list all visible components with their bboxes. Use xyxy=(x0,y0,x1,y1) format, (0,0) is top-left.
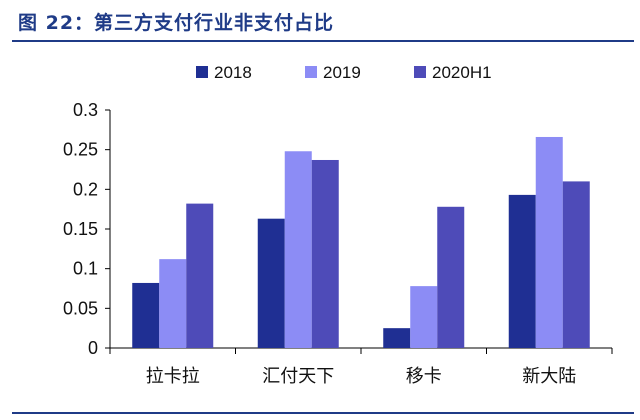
figure-title: 图 22：第三方支付行业非支付占比 xyxy=(18,12,335,34)
bar xyxy=(383,328,411,348)
legend: 2018 2019 2020H1 xyxy=(196,63,492,82)
bars xyxy=(132,136,590,348)
x-category-label: 拉卡拉 xyxy=(146,366,200,387)
bar xyxy=(132,282,160,348)
bar xyxy=(284,151,312,348)
y-tick-label: 0 xyxy=(88,338,98,358)
legend-swatch xyxy=(414,66,426,78)
y-tick-label: 0.25 xyxy=(63,140,98,160)
bar xyxy=(257,218,285,348)
y-tick-label: 0.1 xyxy=(73,259,98,279)
y-tick-label: 0.3 xyxy=(73,100,98,120)
x-category-label: 移卡 xyxy=(406,366,442,387)
bar xyxy=(535,136,563,348)
y-tick-label: 0.05 xyxy=(63,298,98,318)
title-divider xyxy=(12,40,634,42)
x-category-label: 新大陆 xyxy=(522,366,576,387)
x-category-label: 汇付天下 xyxy=(262,366,334,387)
bar xyxy=(562,181,590,348)
legend-label: 2018 xyxy=(214,63,252,82)
legend-swatch xyxy=(196,66,208,78)
y-tick-label: 0.15 xyxy=(63,219,98,239)
bar xyxy=(508,194,536,348)
y-axis: 0 0.05 0.1 0.15 0.2 0.25 0.3 xyxy=(63,100,111,358)
y-tick-label: 0.2 xyxy=(73,179,98,199)
legend-swatch xyxy=(305,66,317,78)
legend-label: 2019 xyxy=(323,63,361,82)
bar xyxy=(311,159,339,348)
bar xyxy=(186,203,214,348)
bar xyxy=(410,286,438,348)
legend-label: 2020H1 xyxy=(432,63,492,82)
bottom-divider xyxy=(12,412,634,414)
x-axis: 拉卡拉 汇付天下 移卡 新大陆 xyxy=(109,347,613,387)
bar xyxy=(159,259,187,348)
bar xyxy=(437,206,465,348)
